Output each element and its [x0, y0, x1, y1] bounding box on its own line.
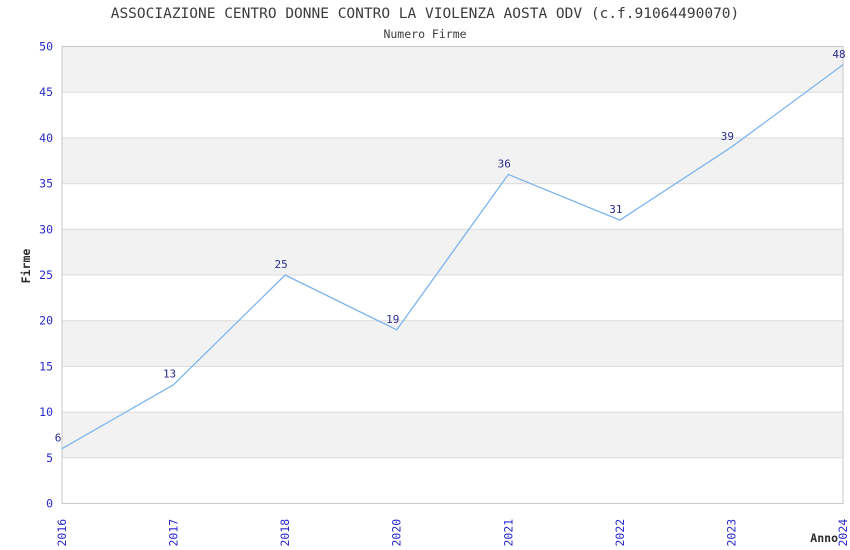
plot-border — [61, 46, 844, 504]
point-value-label: 31 — [609, 203, 622, 216]
y-tick-label: 35 — [39, 177, 53, 191]
x-tick-label: 2022 — [613, 519, 627, 547]
y-tick-label: 45 — [39, 85, 53, 99]
y-tick-label: 25 — [39, 268, 53, 282]
point-value-label: 39 — [721, 130, 734, 143]
point-value-label: 36 — [498, 157, 511, 170]
x-tick-label: 2021 — [501, 519, 515, 547]
chart-subtitle: Numero Firme — [383, 27, 467, 41]
y-tick-label: 0 — [46, 497, 53, 511]
series-line — [61, 64, 844, 450]
x-tick-label: 2017 — [167, 519, 181, 547]
plot-background-band — [62, 46, 843, 93]
x-tick-label: 2024 — [836, 519, 850, 547]
point-value-label: 13 — [163, 368, 176, 381]
x-tick-label: 2018 — [278, 519, 292, 547]
point-value-label: 48 — [832, 48, 845, 61]
point-value-label: 25 — [275, 258, 288, 271]
x-tick-label: 2016 — [55, 519, 69, 547]
plot-background-band — [62, 320, 843, 367]
point-value-label: 19 — [386, 313, 399, 326]
y-tick-label: 30 — [39, 222, 53, 236]
y-axis-title: Firme — [19, 248, 33, 284]
x-tick-label: 2023 — [724, 519, 738, 547]
y-tick-label: 40 — [39, 131, 53, 145]
y-tick-label: 50 — [39, 40, 53, 54]
y-tick-label: 20 — [39, 314, 53, 328]
plot-background-band — [62, 412, 843, 458]
x-tick-label: 2020 — [390, 519, 404, 547]
point-value-label: 6 — [55, 432, 62, 445]
plot-background-band — [62, 137, 843, 184]
y-tick-label: 10 — [39, 405, 53, 419]
x-axis-title: Anno — [810, 531, 838, 545]
chart-title: ASSOCIAZIONE CENTRO DONNE CONTRO LA VIOL… — [110, 6, 740, 22]
y-tick-label: 5 — [46, 451, 53, 465]
y-tick-label: 15 — [39, 359, 53, 373]
